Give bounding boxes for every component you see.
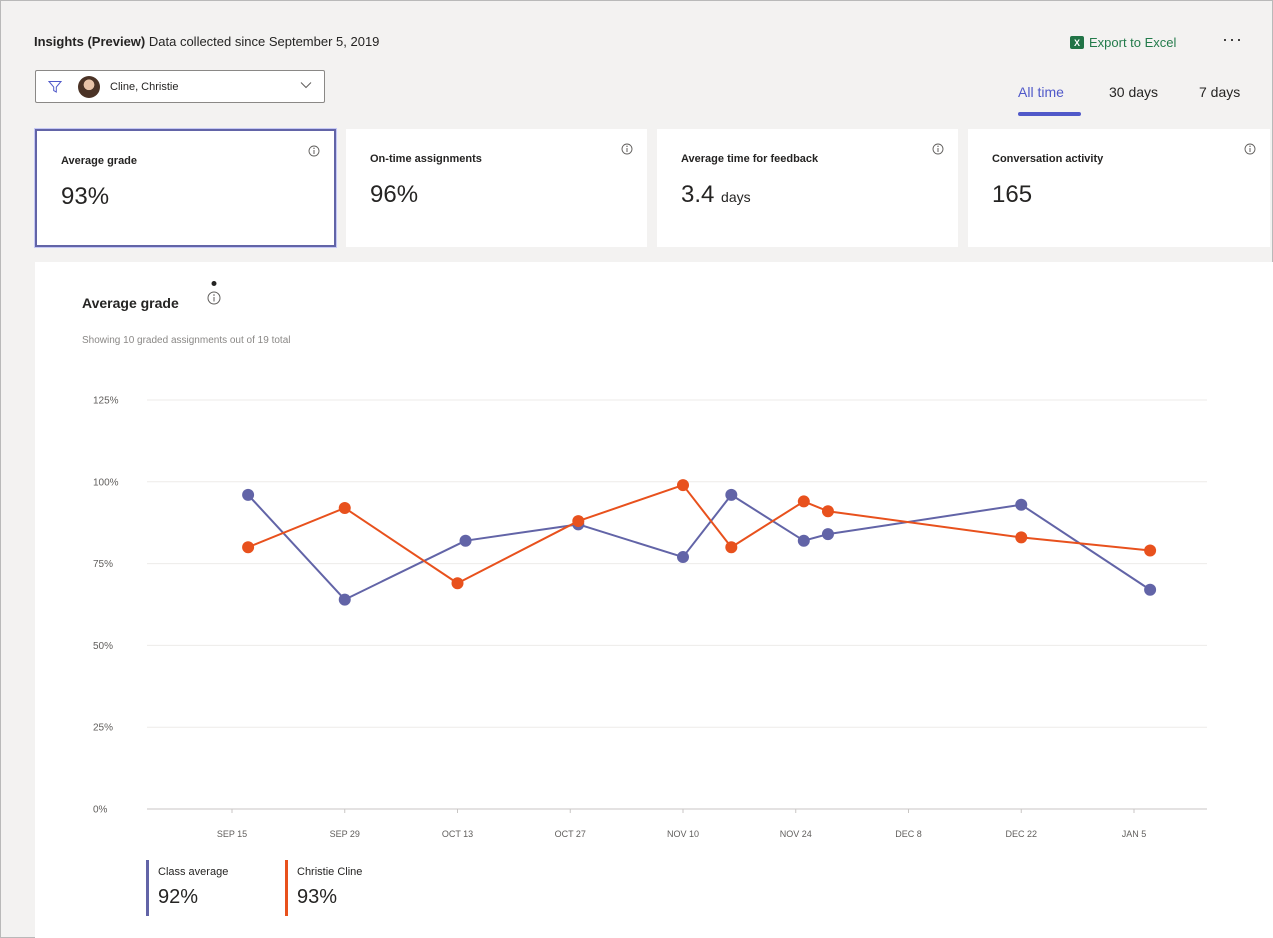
- card-value-number: 165: [992, 181, 1033, 208]
- chart-title: Average grade: [82, 295, 179, 311]
- card-label: Conversation activity: [992, 153, 1104, 165]
- y-tick-label: 125%: [93, 396, 119, 407]
- export-to-excel-button[interactable]: X Export to Excel: [1070, 35, 1176, 50]
- card-average-grade[interactable]: Average grade 93%: [35, 129, 336, 247]
- card-average-time-for-feedback[interactable]: Average time for feedback 3.4 days: [657, 129, 958, 247]
- data-point[interactable]: [1144, 544, 1157, 557]
- page-title: Insights (Preview) Data collected since …: [34, 34, 379, 49]
- legend-name: Class average: [158, 866, 229, 878]
- data-point[interactable]: [797, 495, 810, 508]
- info-icon[interactable]: [205, 280, 223, 308]
- card-on-time-assignments[interactable]: On-time assignments 96%: [346, 129, 647, 247]
- card-value: 165: [992, 181, 1032, 209]
- data-point[interactable]: [725, 488, 738, 501]
- x-tick-label: NOV 10: [667, 829, 699, 839]
- x-tick-label: DEC 22: [1005, 829, 1037, 839]
- x-tick-label: DEC 8: [895, 829, 922, 839]
- y-tick-label: 0%: [93, 805, 108, 816]
- x-tick-label: OCT 13: [442, 829, 473, 839]
- data-point[interactable]: [797, 534, 810, 547]
- data-point[interactable]: [1144, 583, 1157, 596]
- y-tick-label: 25%: [93, 723, 113, 734]
- x-tick-label: JAN 5: [1122, 829, 1147, 839]
- export-label: Export to Excel: [1089, 35, 1177, 50]
- info-icon[interactable]: [621, 143, 633, 155]
- chart-panel: Average grade Showing 10 graded assignme…: [35, 262, 1273, 938]
- student-filter-dropdown[interactable]: Cline, Christie: [35, 70, 325, 103]
- card-value-number: 3.4: [681, 181, 715, 208]
- info-icon[interactable]: [932, 143, 944, 155]
- info-icon[interactable]: [308, 145, 320, 157]
- page-title-bold: Insights (Preview): [34, 34, 146, 49]
- card-value-unit: days: [721, 189, 751, 205]
- avatar: [78, 75, 100, 98]
- card-label: Average grade: [61, 155, 138, 167]
- data-point[interactable]: [677, 551, 689, 564]
- active-tab-indicator: [1018, 112, 1081, 116]
- data-point[interactable]: [677, 479, 689, 492]
- page-title-subtitle: Data collected since September 5, 2019: [148, 34, 380, 49]
- y-tick-label: 75%: [93, 559, 113, 570]
- chart-subtitle: Showing 10 graded assignments out of 19 …: [82, 335, 291, 346]
- card-label: Average time for feedback: [681, 153, 819, 165]
- legend-value: 92%: [158, 886, 199, 908]
- excel-icon: X: [1070, 36, 1084, 49]
- card-value: 3.4 days: [681, 181, 751, 209]
- data-point[interactable]: [1015, 498, 1028, 511]
- card-value: 93%: [61, 183, 109, 211]
- x-tick-label: SEP 29: [330, 829, 360, 839]
- series-line-christie-cline: [247, 484, 1151, 585]
- chevron-down-icon: [300, 82, 312, 89]
- info-icon[interactable]: [1244, 143, 1256, 155]
- card-value-number: 96%: [370, 181, 419, 208]
- data-point[interactable]: [459, 534, 472, 547]
- x-tick-label: OCT 27: [555, 829, 586, 839]
- card-label: On-time assignments: [370, 153, 482, 165]
- tab-30-days[interactable]: 30 days: [1109, 84, 1159, 100]
- data-point[interactable]: [338, 593, 351, 606]
- tab-all-time[interactable]: All time: [1018, 84, 1064, 100]
- series-line-class-average: [247, 493, 1151, 601]
- card-value: 96%: [370, 181, 418, 209]
- more-options-button[interactable]: ···: [1222, 29, 1243, 49]
- tab-7-days[interactable]: 7 days: [1199, 84, 1241, 100]
- data-point[interactable]: [242, 541, 255, 554]
- data-point[interactable]: [451, 577, 464, 590]
- y-tick-label: 100%: [93, 477, 119, 488]
- filter-icon: [48, 80, 62, 93]
- data-point[interactable]: [725, 541, 738, 554]
- legend-name: Christie Cline: [297, 866, 363, 878]
- y-tick-label: 50%: [93, 641, 113, 652]
- data-point[interactable]: [821, 505, 834, 518]
- data-point[interactable]: [1015, 531, 1028, 544]
- card-value-number: 93%: [61, 183, 110, 210]
- data-point[interactable]: [338, 501, 351, 514]
- average-grade-line-chart: 0% 25% 50% 75% 100% 125% SEP 15 SEP 29 OCT 13 OCT…: [93, 396, 1207, 839]
- legend-value: 93%: [297, 886, 338, 908]
- x-tick-label: NOV 24: [780, 829, 812, 839]
- data-point[interactable]: [821, 528, 834, 541]
- x-tick-label: SEP 15: [217, 829, 247, 839]
- legend-color-bar: [146, 860, 149, 916]
- data-point[interactable]: [242, 488, 255, 501]
- legend-color-bar: [285, 860, 288, 916]
- selected-student-name: Cline, Christie: [110, 80, 179, 93]
- card-conversation-activity[interactable]: Conversation activity 165: [968, 129, 1270, 247]
- data-point[interactable]: [572, 515, 585, 528]
